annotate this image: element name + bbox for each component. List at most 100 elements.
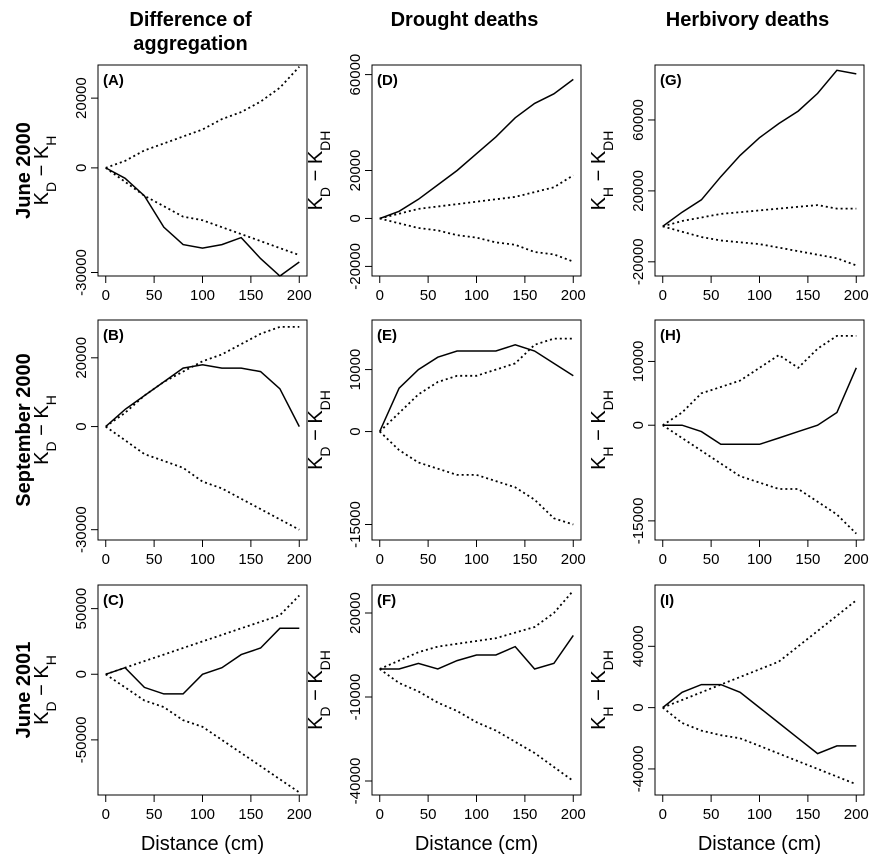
x-tick-label: 100 (747, 806, 772, 823)
plot-frame (97, 319, 308, 541)
x-tick-label: 50 (146, 287, 163, 304)
series-line (662, 367, 857, 446)
x-tick-label: 200 (844, 287, 869, 304)
series-line (662, 706, 857, 786)
x-tick-label: 0 (376, 551, 384, 568)
y-axis-label-part: K (588, 716, 610, 730)
y-tick-label: -15000 (347, 501, 364, 548)
x-tick-label: 150 (238, 287, 263, 304)
x-tick-label: 100 (747, 551, 772, 568)
y-tick-label: 20000 (630, 170, 647, 212)
plot-frame (654, 319, 865, 541)
column-title: aggregation (133, 33, 247, 55)
y-axis-label-part: D (317, 446, 333, 456)
x-tick-label: 150 (512, 551, 537, 568)
series-line (379, 668, 574, 782)
y-axis-label: KH − KDH (588, 390, 616, 470)
y-axis-label: KD − KH (31, 655, 59, 725)
x-tick-label: 0 (102, 806, 110, 823)
series-line (379, 634, 574, 670)
y-tick-label: 0 (73, 422, 90, 430)
series-line (105, 594, 300, 676)
y-axis-label-part: K (31, 711, 53, 725)
y-axis-label-part: DH (600, 131, 616, 151)
x-tick-label: 150 (238, 806, 263, 823)
series-line (662, 335, 857, 426)
y-tick-label: -15000 (630, 498, 647, 545)
y-axis-label: KD − KDH (305, 131, 333, 211)
y-axis-label-part: − K (31, 405, 53, 442)
row-title: September 2000 (13, 353, 35, 506)
panel-label: (A) (103, 72, 124, 89)
y-axis-label-part: DH (600, 390, 616, 410)
x-tick-label: 50 (703, 806, 720, 823)
y-axis-label: KD − KDH (305, 650, 333, 730)
y-axis-label-part: − K (305, 150, 327, 187)
series-line (379, 78, 574, 220)
panel-label: (B) (103, 327, 124, 344)
panel-label: (H) (660, 327, 681, 344)
panel-label: (D) (377, 72, 398, 89)
y-axis-label-part: H (600, 187, 616, 197)
series-line (379, 337, 574, 433)
column-title: Difference of (129, 9, 252, 31)
y-axis-label: KD − KH (31, 395, 59, 465)
y-axis-label-part: D (317, 187, 333, 197)
x-tick-label: 150 (238, 551, 263, 568)
series-line (379, 430, 574, 526)
plot-frame (371, 319, 582, 541)
x-tick-label: 100 (190, 551, 215, 568)
y-axis-label-part: − K (31, 665, 53, 702)
series-line (379, 217, 574, 263)
y-tick-label: 10000 (347, 349, 364, 391)
x-tick-label: 0 (659, 287, 667, 304)
series-line (379, 174, 574, 220)
panel-label: (F) (377, 592, 396, 609)
y-axis-label-part: − K (305, 670, 327, 707)
y-tick-label: -30000 (73, 249, 90, 296)
x-tick-label: 200 (561, 551, 586, 568)
x-tick-label: 150 (512, 287, 537, 304)
y-tick-label: 40000 (630, 625, 647, 667)
y-tick-label: -40000 (347, 758, 364, 805)
panel-label: (I) (660, 592, 674, 609)
y-axis-label-part: − K (588, 410, 610, 447)
y-axis-label-part: K (305, 196, 327, 210)
y-axis-label: KH − KDH (588, 131, 616, 211)
y-axis-label-part: − K (588, 670, 610, 707)
x-axis-label: Distance (cm) (141, 833, 264, 855)
series-line (662, 424, 857, 535)
x-tick-label: 0 (102, 551, 110, 568)
x-tick-label: 0 (376, 287, 384, 304)
y-axis-label: KD − KH (31, 136, 59, 206)
x-tick-label: 150 (512, 806, 537, 823)
series-line (662, 683, 857, 755)
x-tick-label: 0 (659, 551, 667, 568)
y-axis-label-part: H (43, 395, 59, 405)
y-tick-label: -50000 (73, 717, 90, 764)
x-tick-label: 150 (795, 551, 820, 568)
row-title: June 2000 (13, 122, 35, 219)
x-tick-label: 50 (420, 551, 437, 568)
y-axis-label-part: − K (305, 410, 327, 447)
y-axis-label-part: H (43, 655, 59, 665)
series-line (105, 425, 300, 531)
x-tick-label: 50 (146, 551, 163, 568)
y-axis-label-part: DH (317, 650, 333, 670)
plot-frame (97, 64, 308, 277)
y-axis-label-part: DH (317, 390, 333, 410)
x-tick-label: 100 (190, 287, 215, 304)
x-tick-label: 200 (561, 287, 586, 304)
series-line (105, 167, 300, 256)
y-axis-label-part: D (43, 701, 59, 711)
y-axis-label-part: DH (317, 131, 333, 151)
y-tick-label: 0 (630, 703, 647, 711)
y-tick-label: 0 (73, 164, 90, 172)
series-line (105, 326, 300, 428)
series-line (662, 204, 857, 228)
x-tick-label: 150 (795, 287, 820, 304)
y-tick-label: 0 (630, 421, 647, 429)
y-axis-label-part: K (305, 716, 327, 730)
column-title: Herbivory deaths (666, 9, 829, 31)
x-tick-label: 200 (561, 806, 586, 823)
